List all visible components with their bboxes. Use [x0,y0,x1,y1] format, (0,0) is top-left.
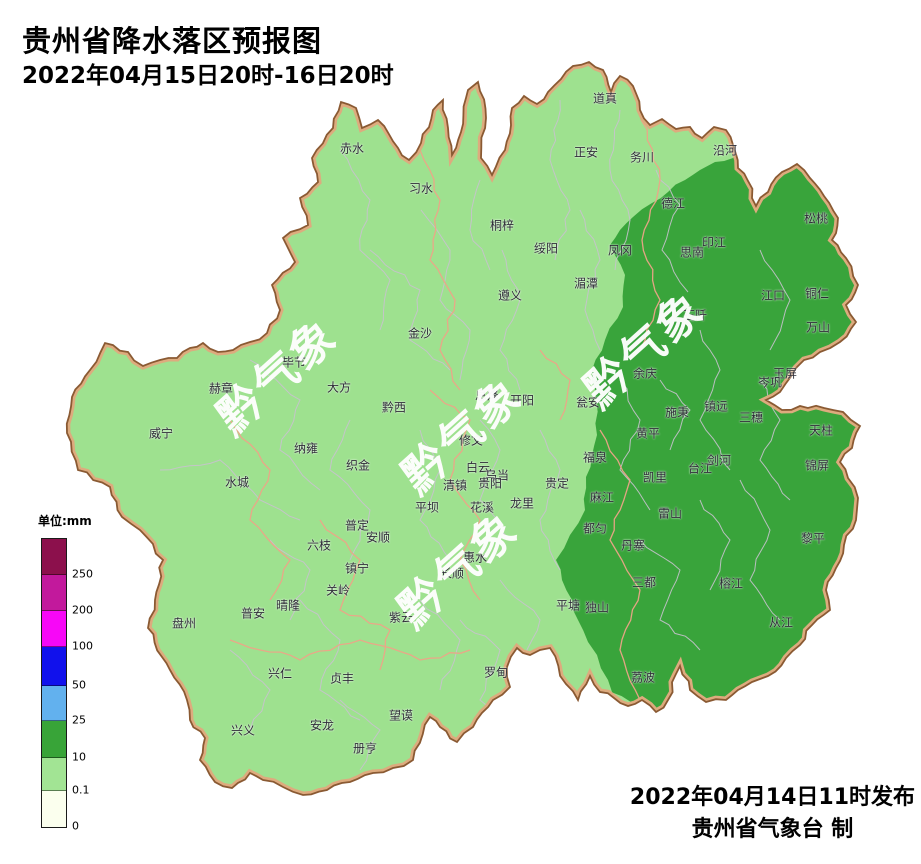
legend-tick: 200 [72,603,93,617]
legend-segment [42,791,66,827]
border-line [479,419,511,541]
issuer: 贵州省气象台 制 [691,817,854,843]
border-line [469,179,491,271]
border-line [759,249,791,351]
border-line [499,249,521,391]
border-line [699,329,731,471]
legend-tick: 0 [72,819,79,833]
legend-tick: 250 [72,567,93,581]
border-line [429,389,481,601]
border-line [229,649,271,731]
legend-segment [42,758,66,791]
border-line [579,209,601,351]
border-line [539,349,571,421]
border-line [369,249,451,371]
border-line [599,429,641,701]
border-line [269,539,311,621]
border-line [659,379,691,451]
rain-zone-10-25mm [556,136,861,720]
border-line [419,599,461,691]
border-line [419,149,461,391]
border-line [609,109,631,271]
legend-segment [42,539,66,575]
province-border [65,60,862,796]
legend-segment [42,647,66,686]
border-line [319,519,391,671]
issue-time: 2022年04月14日11时发布 [629,785,915,811]
border-line [329,419,371,561]
issue-info: 2022年04月14日11时发布 贵州省气象台 制 [630,782,915,846]
border-line [739,479,781,621]
border-line [299,599,361,721]
legend-tick: 10 [72,750,86,764]
border-line [339,699,381,771]
border-line [159,459,301,521]
border-line [699,499,731,591]
legend-segment [42,575,66,611]
border-line [229,419,291,601]
border-line [419,429,451,561]
border-line [639,109,661,351]
page-title: 贵州省降水落区预报图 [22,24,323,58]
forecast-period: 2022年04月15日20时-16日20时 [22,63,394,89]
legend-segment [42,686,66,721]
border-line [539,429,561,571]
border-line [619,379,651,511]
legend-segment [42,611,66,647]
legend-segment [42,721,66,758]
legend-tick: 100 [72,639,93,653]
border-line [339,149,391,331]
border-line [249,359,321,491]
legend: 单位:mm 250 200 100 50 25 10 0.1 0 [38,512,148,833]
legend-colorbar [41,538,67,828]
border-line [549,99,571,261]
legend-unit-label: 单位:mm [38,514,92,528]
legend-tick: 25 [72,713,86,727]
prefecture-borders [229,109,661,701]
border-line [420,209,471,381]
border-line [229,639,471,661]
legend-tick: 0.1 [72,783,90,797]
legend-tick: 50 [72,678,86,692]
border-line [655,169,689,293]
border-line [639,539,701,651]
